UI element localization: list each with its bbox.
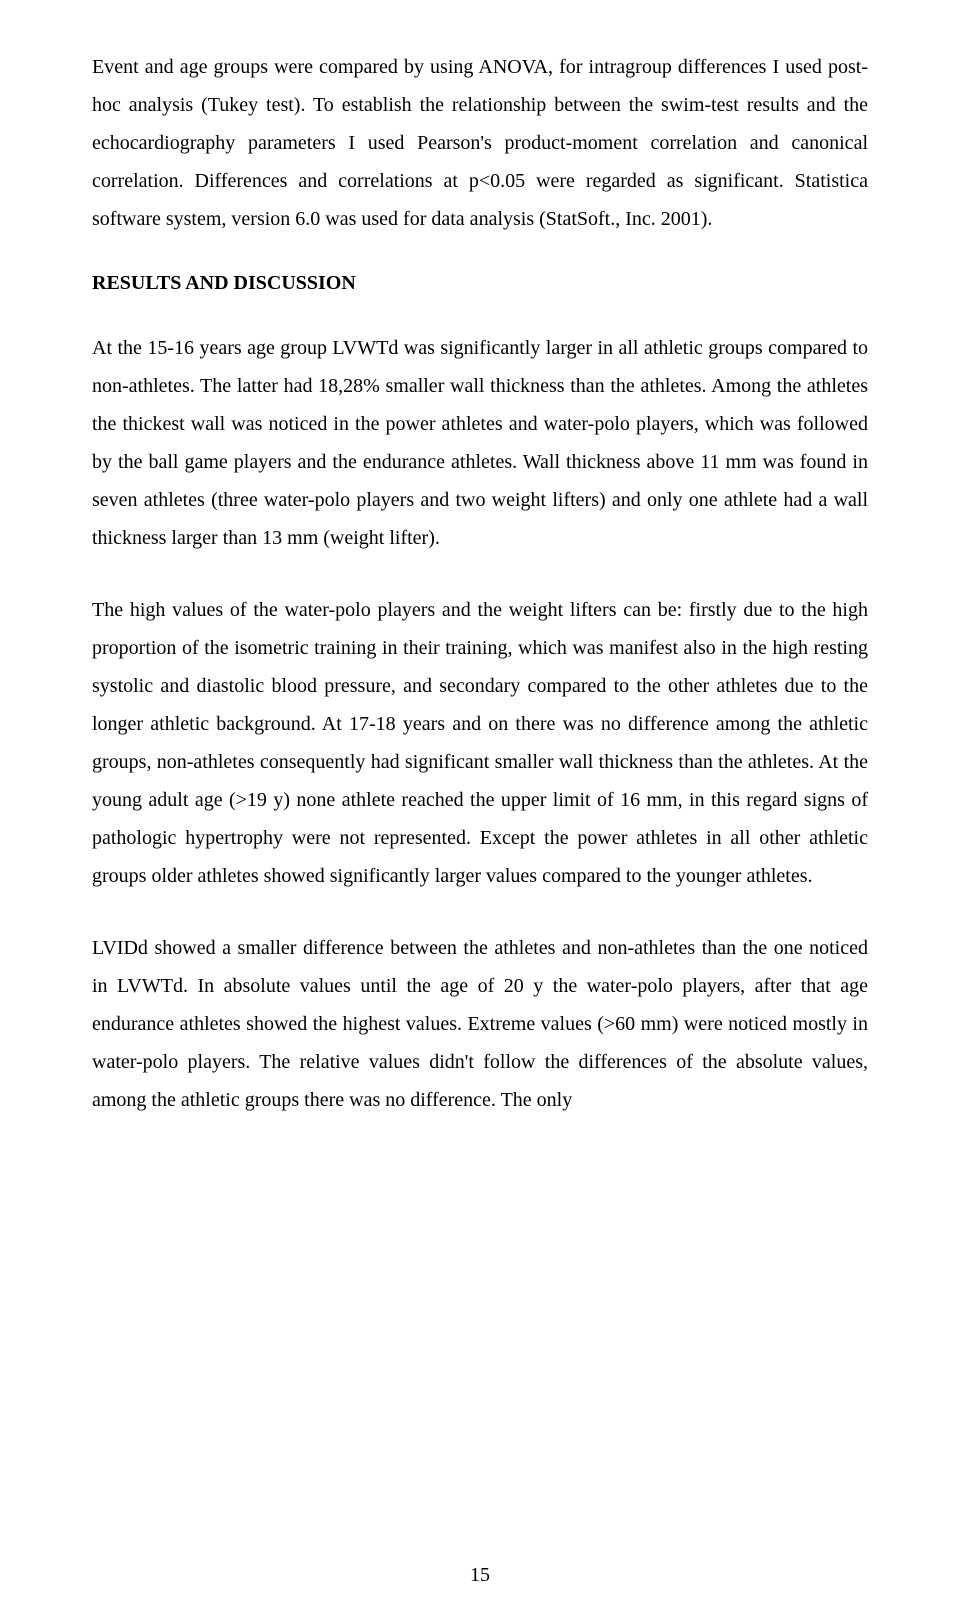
body-paragraph: Event and age groups were compared by us… — [92, 48, 868, 238]
page-number: 15 — [0, 1564, 960, 1587]
section-heading: RESULTS AND DISCUSSION — [92, 272, 868, 295]
body-paragraph: At the 15-16 years age group LVWTd was s… — [92, 329, 868, 557]
body-paragraph: The high values of the water-polo player… — [92, 591, 868, 895]
body-paragraph: LVIDd showed a smaller difference betwee… — [92, 929, 868, 1119]
document-page: Event and age groups were compared by us… — [0, 0, 960, 1617]
